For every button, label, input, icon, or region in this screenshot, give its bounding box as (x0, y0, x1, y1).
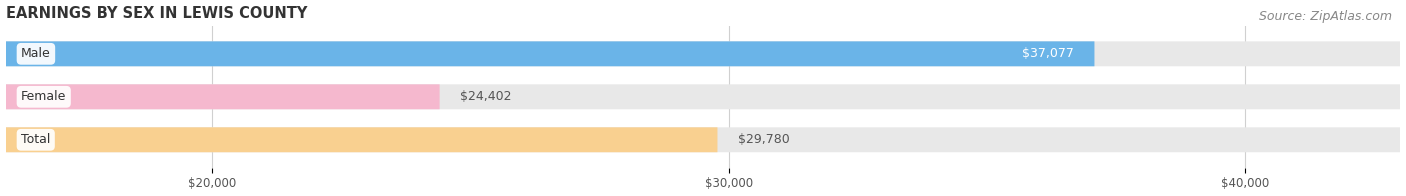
Text: Male: Male (21, 47, 51, 60)
FancyBboxPatch shape (6, 41, 1094, 66)
FancyBboxPatch shape (6, 127, 717, 152)
FancyBboxPatch shape (6, 84, 440, 109)
FancyBboxPatch shape (6, 127, 1400, 152)
Text: Total: Total (21, 133, 51, 146)
Text: $29,780: $29,780 (738, 133, 790, 146)
FancyBboxPatch shape (6, 84, 1400, 109)
FancyBboxPatch shape (6, 41, 1400, 66)
Text: $24,402: $24,402 (460, 90, 512, 103)
Text: EARNINGS BY SEX IN LEWIS COUNTY: EARNINGS BY SEX IN LEWIS COUNTY (6, 5, 307, 21)
Text: Source: ZipAtlas.com: Source: ZipAtlas.com (1258, 10, 1392, 23)
Text: $37,077: $37,077 (1022, 47, 1074, 60)
Text: Female: Female (21, 90, 66, 103)
